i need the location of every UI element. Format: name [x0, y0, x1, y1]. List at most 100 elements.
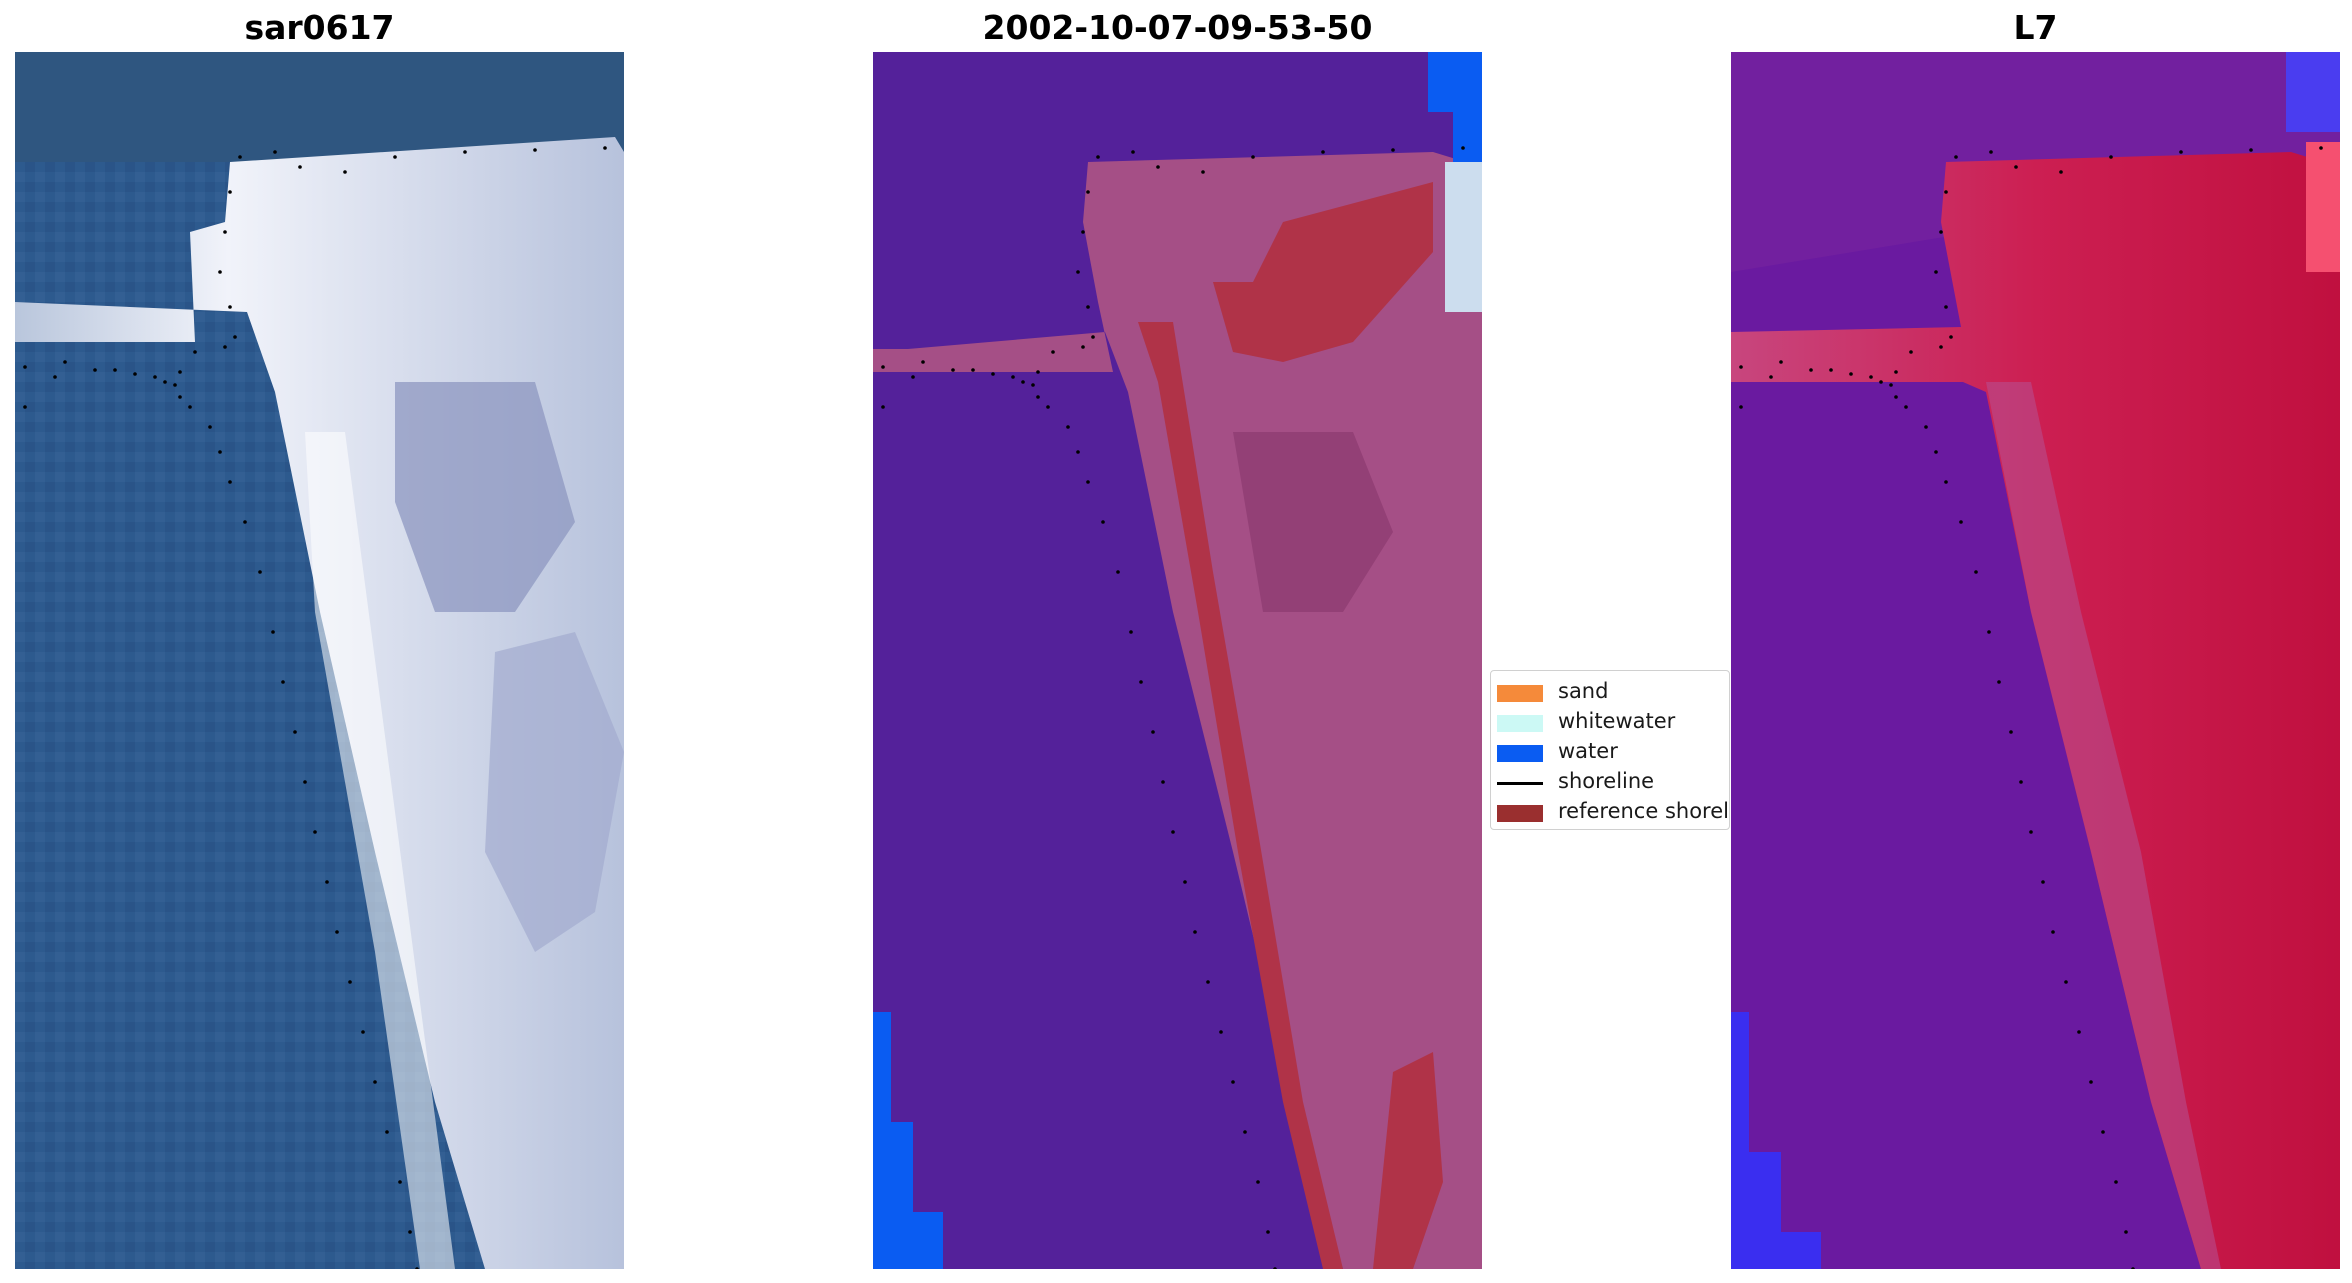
whitewater-swatch: [1497, 715, 1543, 732]
shoreline-point: [1924, 425, 1928, 429]
shoreline-point: [1129, 630, 1133, 634]
shoreline-point: [2064, 980, 2068, 984]
shoreline-point: [313, 830, 317, 834]
shoreline-overlay: [881, 146, 1465, 1269]
shoreline-point: [63, 360, 67, 364]
classification-panel: [873, 52, 1482, 1269]
shoreline-point: [2059, 170, 2063, 174]
shoreline-point: [238, 155, 242, 159]
shoreline-point: [1889, 383, 1893, 387]
shoreline-point: [2014, 165, 2018, 169]
shoreline-point: [1231, 1080, 1235, 1084]
shoreline-point: [1321, 150, 1325, 154]
shoreline-point: [325, 880, 329, 884]
shoreline-point: [228, 480, 232, 484]
rgb-image: [15, 52, 624, 1269]
shoreline-point: [1076, 450, 1080, 454]
shoreline-point: [53, 375, 57, 379]
panel-title-classification: 2002-10-07-09-53-50: [982, 8, 1373, 47]
shoreline-point: [1243, 1130, 1247, 1134]
shoreline-point: [1987, 630, 1991, 634]
shoreline-point: [1904, 405, 1908, 409]
panel-title-rgb: sar0617: [244, 8, 395, 47]
shoreline-point: [23, 405, 27, 409]
shoreline-point: [1974, 570, 1978, 574]
shoreline-point: [228, 190, 232, 194]
legend-label: sand: [1558, 679, 1609, 703]
shoreline-point: [1894, 370, 1898, 374]
shoreline-overlay: [1739, 146, 2323, 1269]
shoreline-point: [1081, 345, 1085, 349]
shoreline-point: [533, 148, 537, 152]
shoreline-point: [2131, 1267, 2135, 1269]
shoreline-point: [193, 350, 197, 354]
shoreline-point: [1997, 680, 2001, 684]
shoreline-point: [2019, 780, 2023, 784]
shoreline-point: [1849, 372, 1853, 376]
shoreline-point: [1151, 730, 1155, 734]
shoreline-point: [1031, 383, 1035, 387]
shoreline-point: [1894, 395, 1898, 399]
legend-label: shoreline: [1558, 769, 1655, 793]
shoreline-point: [1934, 270, 1938, 274]
legend-label: water: [1558, 739, 1618, 763]
shoreline-point: [348, 980, 352, 984]
shoreline-line-swatch: [1497, 782, 1543, 785]
shoreline-point: [1101, 520, 1105, 524]
shoreline-point: [303, 780, 307, 784]
shoreline-point: [1201, 170, 1205, 174]
shoreline-point: [1779, 360, 1783, 364]
shoreline-point: [1944, 190, 1948, 194]
shoreline-point: [1769, 375, 1773, 379]
legend-label: reference shoreline: [1558, 799, 1729, 823]
shoreline-point: [1156, 165, 1160, 169]
shoreline-point: [228, 305, 232, 309]
shoreline-point: [93, 368, 97, 372]
shoreline-point: [415, 1267, 419, 1269]
legend-label: whitewater: [1558, 709, 1676, 733]
shoreline-point: [1086, 305, 1090, 309]
shoreline-point: [971, 368, 975, 372]
legend-item-shoreline: shoreline: [1491, 767, 1729, 797]
shoreline-point: [218, 270, 222, 274]
shoreline-point: [1949, 335, 1953, 339]
shoreline-point: [1939, 230, 1943, 234]
shoreline-point: [398, 1180, 402, 1184]
shoreline-point: [881, 405, 885, 409]
water-swatch: [1497, 745, 1543, 762]
index-image: [1731, 52, 2340, 1269]
shoreline-point: [1021, 380, 1025, 384]
shoreline-point: [113, 368, 117, 372]
shoreline-point: [2114, 1180, 2118, 1184]
shoreline-point: [335, 930, 339, 934]
shoreline-point: [881, 365, 885, 369]
legend-item-water: water: [1491, 737, 1729, 767]
shoreline-point: [1193, 930, 1197, 934]
legend-item-reference-shoreline: reference shoreline: [1491, 797, 1729, 827]
shoreline-point: [911, 375, 915, 379]
reference-shoreline-swatch: [1497, 805, 1543, 822]
shoreline-point: [1139, 680, 1143, 684]
shoreline-point: [133, 372, 137, 376]
shoreline-point: [1954, 155, 1958, 159]
shoreline-point: [218, 450, 222, 454]
shoreline-point: [273, 150, 277, 154]
shoreline-point: [921, 360, 925, 364]
index-panel: [1731, 52, 2340, 1269]
shoreline-point: [208, 425, 212, 429]
shoreline-point: [2051, 930, 2055, 934]
shoreline-point: [1116, 570, 1120, 574]
shoreline-point: [1266, 1230, 1270, 1234]
shoreline-point: [1183, 880, 1187, 884]
shoreline-point: [1086, 480, 1090, 484]
shoreline-point: [2077, 1030, 2081, 1034]
shoreline-point: [1096, 155, 1100, 159]
shoreline-point: [1944, 305, 1948, 309]
shoreline-point: [1909, 350, 1913, 354]
shoreline-point: [2009, 730, 2013, 734]
shoreline-point: [1219, 1030, 1223, 1034]
shoreline-point: [991, 372, 995, 376]
shoreline-point: [1086, 190, 1090, 194]
shoreline-point: [603, 146, 607, 150]
shoreline-point: [2089, 1080, 2093, 1084]
